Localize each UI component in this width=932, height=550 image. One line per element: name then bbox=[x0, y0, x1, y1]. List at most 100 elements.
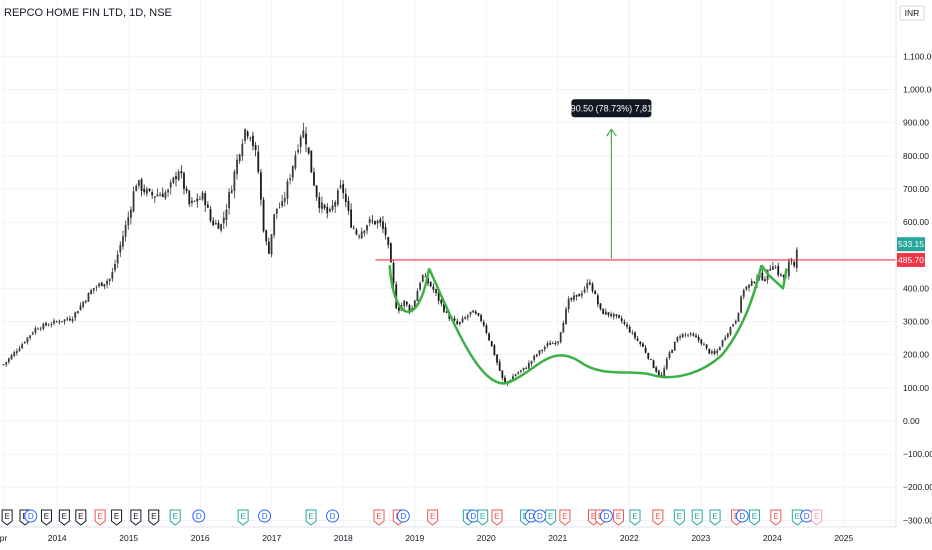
candle-body bbox=[517, 372, 520, 375]
event-label: D bbox=[804, 512, 810, 521]
candle-body bbox=[655, 367, 658, 372]
candle-body bbox=[286, 181, 289, 199]
candle-body bbox=[283, 198, 286, 202]
candle-body bbox=[429, 281, 432, 287]
candle-body bbox=[47, 325, 50, 326]
candle-body bbox=[360, 231, 363, 239]
candle-body bbox=[636, 338, 639, 341]
event-label: E bbox=[616, 512, 621, 521]
candle-body bbox=[379, 219, 382, 223]
candle-body bbox=[443, 303, 445, 312]
candle-body bbox=[692, 334, 695, 336]
candle-body bbox=[159, 194, 162, 197]
candle-body bbox=[652, 360, 655, 369]
candle-body bbox=[631, 332, 634, 334]
candle-body bbox=[416, 290, 419, 302]
candle-body bbox=[87, 292, 90, 302]
event-label: E bbox=[548, 512, 553, 521]
candle-body bbox=[336, 190, 339, 205]
candle-body bbox=[331, 205, 334, 210]
candle-body bbox=[703, 344, 705, 346]
candle-body bbox=[695, 335, 697, 338]
candle-body bbox=[148, 188, 151, 191]
candle-body bbox=[103, 283, 106, 287]
candle-body bbox=[557, 341, 559, 344]
candle-body bbox=[649, 359, 652, 360]
candle-body bbox=[66, 318, 69, 320]
candle-body bbox=[493, 345, 496, 356]
candle-body bbox=[177, 171, 180, 180]
dividend-marker bbox=[326, 509, 340, 523]
candle-body bbox=[565, 308, 567, 325]
x-tick-label: 2014 bbox=[48, 533, 67, 543]
x-tick-label: 2025 bbox=[834, 533, 853, 543]
earnings-marker bbox=[559, 509, 571, 526]
candle-body bbox=[188, 190, 191, 205]
candle-body bbox=[7, 358, 10, 363]
currency-button-bg[interactable] bbox=[899, 5, 925, 21]
earnings-marker bbox=[58, 509, 70, 526]
measure-arrow-head bbox=[605, 128, 617, 137]
candle-body bbox=[620, 318, 623, 322]
candle-body bbox=[98, 283, 100, 287]
candle-body bbox=[501, 370, 504, 379]
candle-body bbox=[413, 300, 416, 310]
dividend-marker bbox=[735, 509, 749, 523]
candle-body bbox=[241, 143, 244, 157]
candle-body bbox=[610, 314, 613, 316]
candle-body bbox=[530, 360, 533, 364]
candle-body bbox=[299, 136, 302, 147]
candle-body bbox=[708, 348, 711, 354]
candle-body bbox=[220, 224, 223, 231]
candle-body bbox=[151, 192, 154, 196]
event-label: E bbox=[114, 512, 119, 521]
x-tick-label: pr bbox=[0, 533, 8, 543]
candle-body bbox=[774, 267, 777, 269]
x-tick-label: 2016 bbox=[191, 533, 210, 543]
price-axis[interactable]: 1,100.00 1,000.00 900.00 800.00 700.00 600.00… bbox=[903, 51, 932, 525]
dividend-marker bbox=[24, 509, 38, 523]
candle-body bbox=[164, 192, 167, 199]
earnings-marker bbox=[748, 509, 760, 526]
candle-body bbox=[198, 198, 201, 200]
candle-body bbox=[615, 314, 618, 316]
earnings-marker bbox=[169, 509, 181, 526]
candle-body bbox=[761, 272, 764, 281]
candle-body bbox=[90, 290, 93, 295]
candle-body bbox=[233, 171, 236, 191]
candle-body bbox=[376, 220, 379, 224]
x-tick-label: 2020 bbox=[477, 533, 496, 543]
candle-body bbox=[538, 350, 541, 355]
candle-body bbox=[34, 328, 37, 333]
candle-body bbox=[397, 307, 400, 311]
candle-body bbox=[772, 266, 774, 270]
candle-body bbox=[145, 189, 148, 194]
candle-body bbox=[273, 214, 276, 236]
candle-body bbox=[368, 219, 371, 224]
candle-body bbox=[74, 312, 77, 319]
candle-body bbox=[599, 303, 602, 310]
candle-body bbox=[252, 135, 254, 147]
candle-body bbox=[642, 343, 644, 347]
earnings-marker bbox=[770, 509, 782, 526]
candle-body bbox=[527, 362, 530, 369]
event-label: D bbox=[739, 512, 745, 521]
candle-body bbox=[689, 333, 692, 335]
y-tick-label: 100.00 bbox=[903, 383, 929, 393]
candle-body bbox=[490, 341, 493, 347]
time-axis[interactable]: pr 2014 2015 2016 2017 2018 2019 2020 2021 2022 20… bbox=[0, 533, 854, 543]
candle-body bbox=[100, 282, 103, 287]
currency-label[interactable]: INR bbox=[905, 8, 920, 18]
candle-body bbox=[79, 305, 82, 311]
event-label: E bbox=[632, 512, 637, 521]
y-tick-label: 1,100.00 bbox=[903, 51, 932, 61]
candle-body bbox=[321, 202, 323, 210]
candle-body bbox=[140, 179, 143, 191]
event-label: E bbox=[430, 512, 435, 521]
candle-body bbox=[42, 323, 45, 329]
x-tick-label: 2023 bbox=[691, 533, 710, 543]
candle-body bbox=[647, 352, 650, 359]
candle-body bbox=[84, 300, 87, 303]
candle-body bbox=[559, 332, 562, 343]
